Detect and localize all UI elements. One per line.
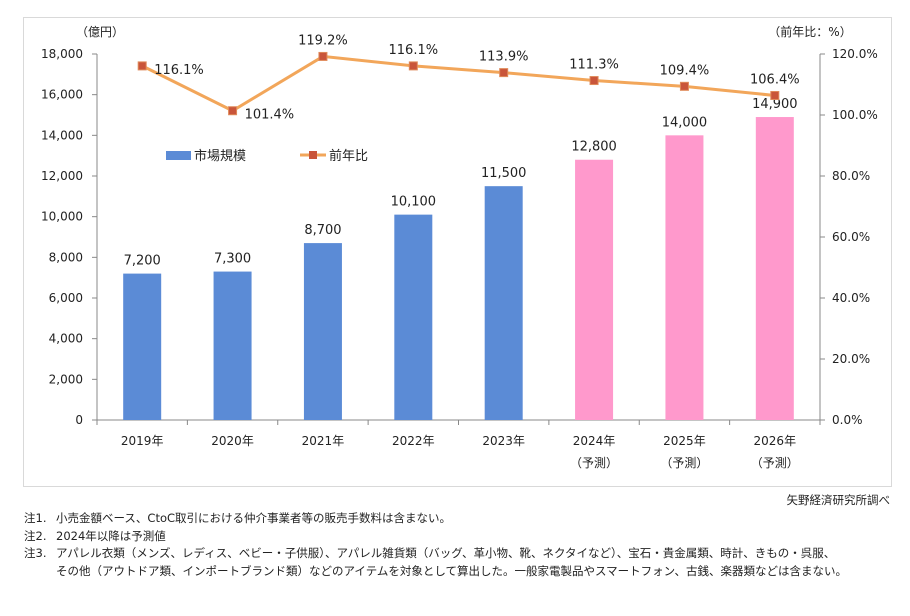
bar-2021年 [303,243,342,420]
bar-value-label: 12,800 [571,140,617,155]
legend-swatch-yoy-marker [309,151,317,159]
yoy-marker [589,76,599,86]
x-axis-label: 2024年 [573,434,616,448]
x-axis-sublabel: （予測） [570,456,618,470]
right-axis-tick-label: 40.0% [832,291,870,305]
x-axis-label: 2025年 [663,434,706,448]
chart-frame [23,17,892,487]
left-axis-tick-label: 10,000 [41,210,83,224]
right-axis-tick-label: 120.0% [832,47,878,61]
bar-2025年 [665,135,704,421]
right-axis-tick-label: 0.0% [832,413,863,427]
bar-value-label: 14,000 [662,115,708,130]
yoy-value-label: 109.4% [660,63,710,78]
source-note: 矢野経済研究所調べ [786,493,891,507]
yoy-value-label: 111.3% [569,58,619,73]
left-axis-tick-label: 4,000 [49,332,83,346]
bar-2020年 [213,271,252,420]
bar-2022年 [394,214,433,420]
bar-2019年 [123,273,162,420]
yoy-marker [408,61,418,71]
right-axis-tick-label: 60.0% [832,230,870,244]
bar-value-label: 7,300 [214,252,251,267]
left-axis-tick-label: 8,000 [49,250,83,264]
x-axis-label: 2022年 [392,434,435,448]
left-axis-tick-label: 14,000 [41,128,83,142]
x-axis-label: 2023年 [482,434,525,448]
note-3-continued: その他（アウトドア類、インポートブランド類）などのアイテムを対象として算出した。… [56,563,847,578]
yoy-marker [499,68,509,78]
x-axis-sublabel: （予測） [751,456,799,470]
yoy-value-label: 106.4% [750,72,800,87]
x-axis-label: 2021年 [302,434,345,448]
right-axis-tick-label: 20.0% [832,352,870,366]
right-axis-tick-label: 100.0% [832,108,878,122]
bar-value-label: 8,700 [304,223,341,238]
right-axis-unit: （前年比：%） [768,24,851,39]
note-3: 注3. アパレル衣類（メンズ、レディス、ベビー・子供服）、アパレル雑貨類（バッグ、… [24,546,836,560]
yoy-value-label: 119.2% [298,33,348,48]
yoy-marker [770,90,780,100]
bar-2026年 [755,117,794,421]
x-axis-sublabel: （予測） [660,456,708,470]
yoy-line [141,54,775,113]
left-axis-unit: （億円） [76,25,124,39]
left-axis-tick-label: 0 [75,413,83,427]
yoy-marker [318,51,328,61]
note-2: 注2. 2024年以降は予測値 [24,528,166,543]
x-axis-label: 2020年 [211,434,254,448]
left-axis-tick-label: 2,000 [49,372,83,386]
bar-2024年 [575,159,614,420]
bar-value-label: 7,200 [124,254,161,269]
left-axis-tick-label: 16,000 [41,88,83,102]
bar-value-label: 11,500 [481,166,527,181]
right-axis-tick-label: 80.0% [832,169,870,183]
bar-2023年 [484,186,523,420]
bar-value-label: 14,900 [752,97,798,112]
note-1: 注1. 小売金額ベース、CtoC取引における仲介事業者等の販売手数料は含まない。 [24,511,452,525]
x-axis-label: 2026年 [754,434,797,448]
yoy-marker [679,81,689,91]
left-axis-tick-label: 6,000 [49,291,83,305]
yoy-marker [228,106,238,116]
notes: 注1. 小売金額ベース、CtoC取引における仲介事業者等の販売手数料は含まない。 … [24,510,847,580]
yoy-value-label: 116.1% [389,43,439,58]
x-axis-label: 2019年 [121,434,164,448]
left-axis-tick-label: 18,000 [41,47,83,61]
yoy-value-label: 116.1% [154,63,204,78]
yoy-marker [137,61,147,71]
left-axis-tick-label: 12,000 [41,169,83,183]
legend-label-yoy: 前年比 [329,148,368,164]
bar-value-label: 10,100 [391,195,437,210]
yoy-value-label: 113.9% [479,50,529,65]
yoy-value-label: 101.4% [245,108,295,123]
legend-swatch-market-size [166,151,191,160]
legend-label-market-size: 市場規模 [194,148,246,164]
